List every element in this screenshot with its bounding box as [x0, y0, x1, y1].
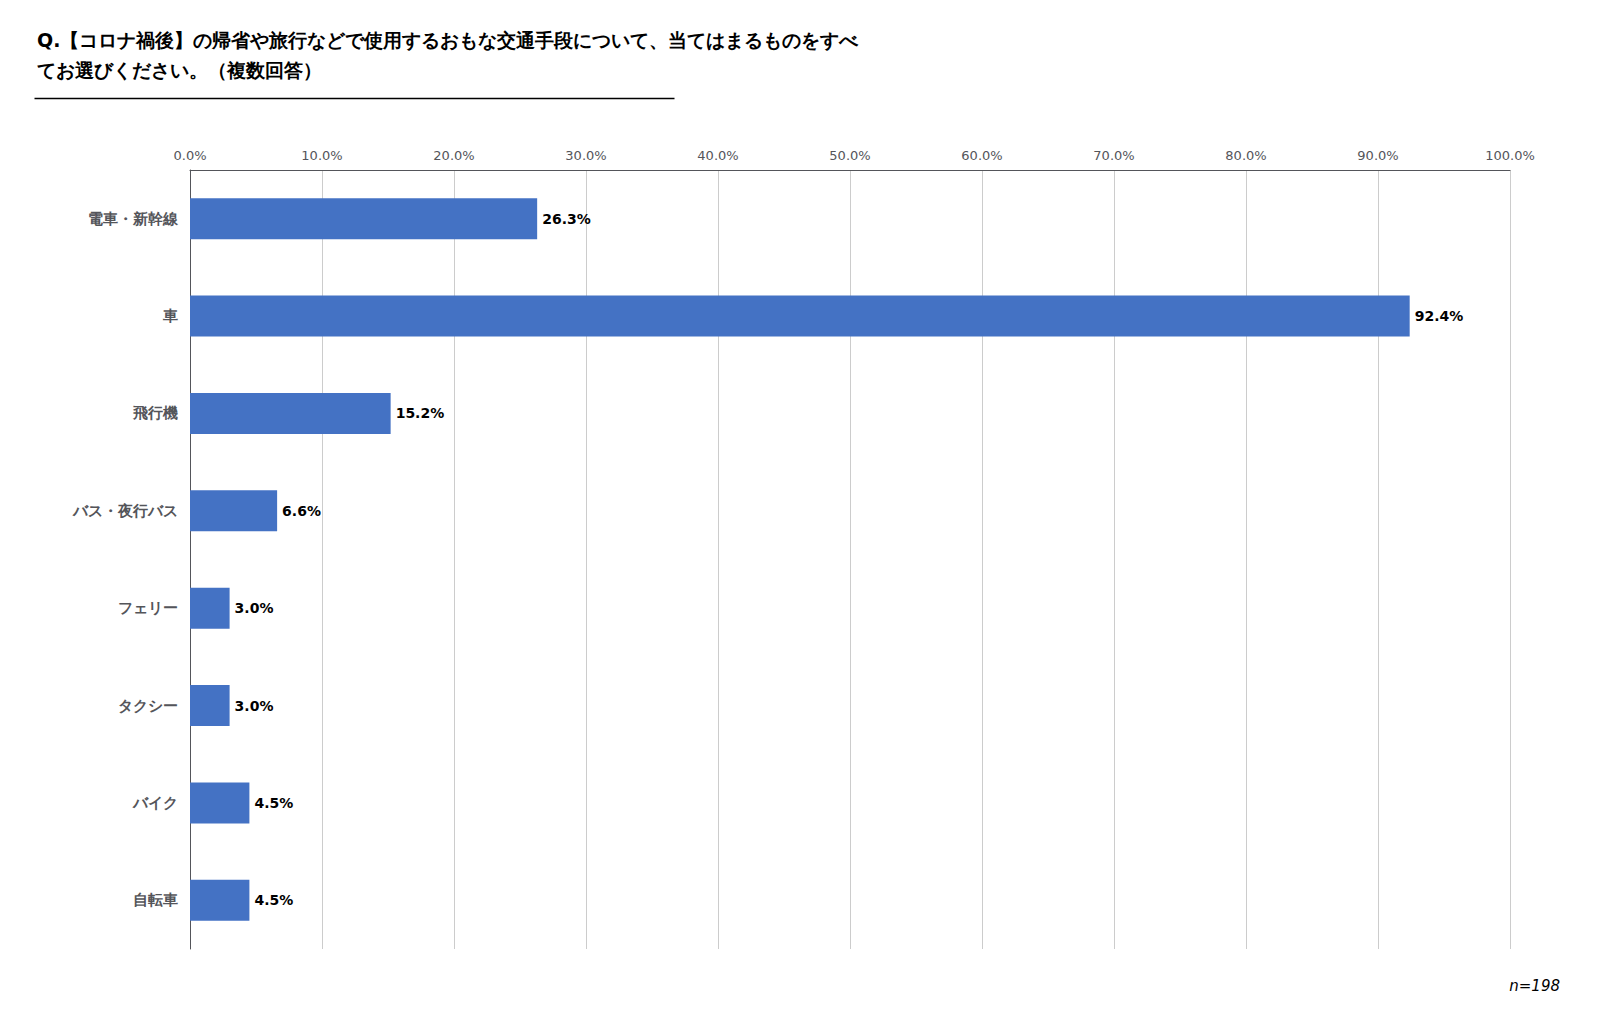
svg-text:バス・夜行バス: バス・夜行バス	[72, 502, 178, 520]
svg-text:Q.【コロナ禍後】の帰省や旅行などで使用するおもな交通手段に: Q.【コロナ禍後】の帰省や旅行などで使用するおもな交通手段について、当てはまるも…	[37, 29, 859, 51]
svg-text:6.6%: 6.6%	[282, 503, 321, 519]
svg-text:20.0%: 20.0%	[433, 148, 474, 163]
svg-text:26.3%: 26.3%	[542, 211, 591, 227]
svg-text:40.0%: 40.0%	[697, 148, 738, 163]
svg-text:電車・新幹線: 電車・新幹線	[88, 210, 179, 228]
svg-text:バイク: バイク	[132, 794, 178, 812]
svg-text:70.0%: 70.0%	[1093, 148, 1134, 163]
svg-text:30.0%: 30.0%	[565, 148, 606, 163]
svg-text:3.0%: 3.0%	[235, 600, 274, 616]
svg-text:92.4%: 92.4%	[1415, 308, 1464, 324]
svg-text:50.0%: 50.0%	[829, 148, 870, 163]
svg-text:4.5%: 4.5%	[254, 892, 293, 908]
svg-text:飛行機: 飛行機	[132, 404, 178, 422]
svg-text:自転車: 自転車	[133, 891, 178, 909]
svg-text:タクシー: タクシー	[118, 697, 178, 715]
svg-text:0.0%: 0.0%	[173, 148, 206, 163]
svg-text:10.0%: 10.0%	[301, 148, 342, 163]
svg-text:15.2%: 15.2%	[396, 405, 445, 421]
svg-text:4.5%: 4.5%	[254, 795, 293, 811]
svg-text:3.0%: 3.0%	[235, 698, 274, 714]
svg-text:車: 車	[162, 307, 178, 325]
svg-text:てお選びください。（複数回答）: てお選びください。（複数回答）	[37, 59, 322, 81]
svg-text:フェリー: フェリー	[118, 599, 178, 617]
svg-text:100.0%: 100.0%	[1485, 148, 1535, 163]
svg-text:90.0%: 90.0%	[1357, 148, 1398, 163]
svg-text:60.0%: 60.0%	[961, 148, 1002, 163]
svg-text:n=198: n=198	[1509, 977, 1560, 995]
svg-text:80.0%: 80.0%	[1225, 148, 1266, 163]
